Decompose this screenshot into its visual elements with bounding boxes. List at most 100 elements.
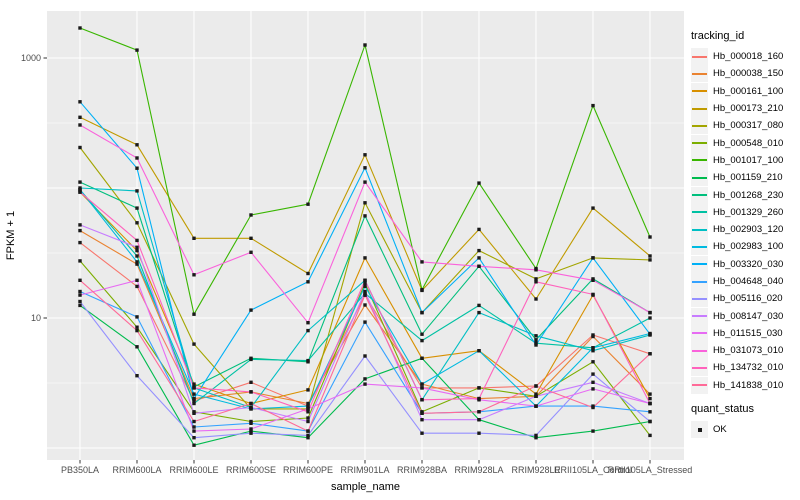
legend2-key-swatch — [691, 421, 708, 439]
legend-key-swatch — [691, 48, 708, 66]
legend-key-swatch — [691, 117, 708, 135]
legend-key-line — [692, 297, 707, 300]
data-point-Hb_000018_160 — [192, 399, 196, 403]
data-point-Hb_031073_010 — [534, 268, 538, 272]
data-point-Hb_002903_120 — [534, 334, 538, 338]
data-point-Hb_001017_100 — [306, 202, 310, 206]
legend-item-Hb_004648_040: Hb_004648_040 — [691, 273, 799, 290]
legend-item-Hb_001017_100: Hb_001017_100 — [691, 151, 799, 169]
legend-item-Hb_001268_230: Hb_001268_230 — [691, 186, 799, 204]
data-point-Hb_001017_100 — [591, 103, 595, 108]
legend-key-line — [692, 124, 707, 127]
data-point-Hb_000317_080 — [192, 342, 196, 346]
legend-item-Hb_000161_100: Hb_000161_100 — [691, 82, 799, 100]
data-point-Hb_000548_010 — [249, 419, 253, 424]
data-point-Hb_004648_040 — [135, 315, 139, 319]
data-point-Hb_001329_260 — [420, 338, 424, 343]
legend-key-line — [692, 280, 707, 283]
data-point-Hb_001329_260 — [192, 401, 196, 406]
data-point-Hb_001017_100 — [420, 288, 424, 292]
data-point-Hb_001159_210 — [249, 429, 253, 433]
legend-item-Hb_000317_080: Hb_000317_080 — [691, 117, 799, 135]
legend-key-line — [692, 228, 707, 231]
data-point-Hb_141838_010 — [648, 352, 652, 356]
data-point-Hb_002983_100 — [306, 404, 310, 408]
data-point-Hb_001159_210 — [363, 377, 367, 381]
data-point-Hb_004648_040 — [249, 421, 253, 425]
data-point-Hb_001017_100 — [135, 48, 139, 52]
data-point-Hb_001268_230 — [420, 332, 424, 336]
data-point-Hb_141838_010 — [477, 410, 481, 414]
data-point-Hb_141838_010 — [78, 278, 82, 282]
data-point-Hb_005116_020 — [534, 433, 538, 438]
data-point-Hb_004648_040 — [648, 410, 652, 414]
x-tick-label: RRIM600SE — [226, 465, 276, 475]
legend-key-swatch — [691, 307, 708, 325]
data-point-Hb_000317_080 — [534, 277, 538, 281]
data-point-Hb_000038_150 — [78, 228, 82, 233]
data-point-Hb_005116_020 — [135, 374, 139, 378]
data-point-Hb_000548_010 — [648, 433, 652, 438]
data-point-Hb_134732_010 — [534, 280, 538, 284]
data-point-Hb_005116_020 — [477, 431, 481, 435]
data-point-Hb_011515_030 — [192, 429, 196, 433]
legend-item-Hb_000038_150: Hb_000038_150 — [691, 65, 799, 83]
data-point-Hb_000173_210 — [477, 227, 481, 232]
legend-key-line — [692, 263, 707, 266]
x-tick-label: RRIM928BA — [397, 465, 447, 475]
legend-item-label: Hb_003320_030 — [713, 258, 784, 270]
data-point-Hb_031073_010 — [78, 123, 82, 127]
data-point-Hb_000173_210 — [192, 236, 196, 240]
legend-key-line — [692, 72, 707, 75]
data-point-Hb_134732_010 — [420, 398, 424, 402]
legend-item-label: Hb_001159_210 — [713, 172, 783, 184]
legend-item-Hb_134732_010: Hb_134732_010 — [691, 359, 799, 377]
data-point-Hb_000161_100 — [363, 256, 367, 260]
data-point-Hb_141838_010 — [420, 411, 424, 415]
data-point-Hb_002903_120 — [306, 328, 310, 333]
legend-key-line — [692, 332, 707, 335]
data-point-Hb_000161_100 — [648, 396, 652, 401]
data-point-Hb_000317_080 — [477, 248, 481, 253]
data-point-Hb_000038_150 — [306, 401, 310, 406]
data-point-Hb_001329_260 — [363, 291, 367, 295]
data-point-Hb_000161_100 — [135, 248, 139, 253]
data-point-Hb_141838_010 — [135, 328, 139, 333]
legend-key-line — [692, 211, 707, 214]
legend-key-line — [692, 349, 707, 352]
x-tick-label: RRII105LA_Control — [554, 465, 632, 475]
data-point-Hb_000317_080 — [135, 221, 139, 225]
data-point-Hb_002903_120 — [591, 349, 595, 353]
data-point-Hb_005116_020 — [249, 431, 253, 435]
data-point-Hb_000548_010 — [477, 386, 481, 390]
data-point-Hb_008147_030 — [306, 419, 310, 424]
legend-key-line — [692, 142, 707, 145]
legend-item-label: Hb_002983_100 — [713, 241, 784, 253]
legend-item-label: Hb_002903_120 — [713, 224, 784, 236]
data-point-Hb_000038_150 — [591, 334, 595, 339]
data-point-Hb_008147_030 — [420, 418, 424, 422]
data-point-Hb_001159_210 — [192, 443, 196, 447]
legend-key-swatch — [691, 82, 708, 100]
data-point-Hb_003320_030 — [363, 166, 367, 170]
data-point-Hb_003320_030 — [648, 332, 652, 336]
x-tick-label: RRII105LA_Stressed — [608, 465, 693, 475]
y-axis-title: FPKM + 1 — [5, 211, 17, 260]
data-point-Hb_001159_210 — [534, 436, 538, 440]
data-point-Hb_000018_160 — [78, 240, 82, 245]
data-point-Hb_005116_020 — [78, 299, 82, 304]
data-point-Hb_001329_260 — [249, 357, 253, 362]
legend-key-swatch — [691, 221, 708, 239]
data-point-Hb_008147_030 — [192, 411, 196, 415]
y-tick-label: 1000 — [21, 53, 41, 63]
data-point-Hb_001329_260 — [477, 303, 481, 308]
data-point-Hb_000173_210 — [648, 254, 652, 258]
legend2-items: OK — [691, 421, 799, 439]
x-tick-label: RRIM901LA — [340, 465, 389, 475]
data-point-Hb_134732_010 — [306, 410, 310, 414]
data-point-Hb_141838_010 — [534, 384, 538, 388]
legend-items: Hb_000018_160 Hb_000038_150 Hb_000161_100 H… — [691, 48, 799, 394]
data-point-Hb_001159_210 — [135, 345, 139, 349]
data-point-Hb_000038_150 — [648, 392, 652, 396]
